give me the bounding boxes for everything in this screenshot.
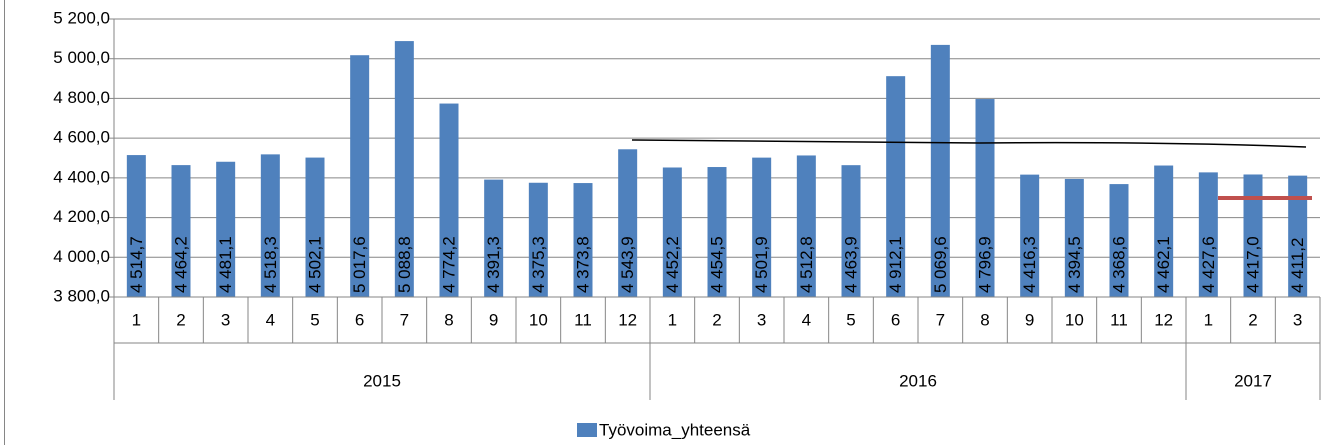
bar	[662, 167, 682, 297]
data-label: 4 463,9	[841, 236, 860, 293]
x-tick-label: 11	[574, 310, 592, 329]
bar	[260, 154, 280, 297]
y-tick-label: 4 400,0	[53, 167, 110, 186]
data-label: 4 912,1	[886, 236, 905, 293]
data-label: 4 391,3	[484, 236, 503, 293]
x-tick-label: 5	[310, 310, 319, 329]
x-tick-label: 2	[1248, 310, 1257, 329]
x-tick-label: 7	[936, 310, 945, 329]
bar	[1020, 174, 1040, 297]
bar	[171, 165, 191, 297]
x-tick-label: 7	[400, 310, 409, 329]
x-tick-label: 12	[1154, 310, 1173, 329]
x-tick-label: 9	[1025, 310, 1034, 329]
x-tick-label: 8	[980, 310, 989, 329]
data-label: 4 481,1	[216, 236, 235, 293]
plot-area: 3 800,0 4 000,0 4 200,0 4 400,0 4 600,0 4 800…	[53, 8, 1321, 439]
data-label: 4 501,9	[752, 236, 771, 293]
bar	[752, 157, 772, 297]
data-label: 4 464,2	[171, 236, 190, 293]
bar	[796, 155, 816, 297]
data-label: 4 514,7	[127, 236, 146, 293]
bar	[528, 182, 548, 297]
x-tick-label: 1	[668, 310, 677, 329]
bar	[350, 55, 370, 298]
bar	[1243, 174, 1263, 297]
y-tick-label: 5 000,0	[53, 48, 110, 67]
bar	[394, 41, 414, 297]
bar	[841, 165, 861, 297]
data-label: 4 427,6	[1199, 236, 1218, 293]
data-label: 4 502,1	[305, 236, 324, 293]
bar	[1154, 165, 1174, 297]
data-label: 4 454,5	[707, 236, 726, 293]
data-label: 4 518,3	[261, 236, 280, 293]
x-tick-label: 1	[132, 310, 141, 329]
bar	[573, 183, 593, 297]
bar	[439, 103, 459, 297]
data-label: 4 394,5	[1065, 236, 1084, 293]
x-tick-label: 3	[1293, 310, 1302, 329]
bar	[618, 149, 638, 297]
x-tick-label: 5	[846, 310, 855, 329]
x-tick-label: 8	[444, 310, 453, 329]
data-label: 5 069,6	[931, 236, 950, 293]
data-label: 4 411,2	[1288, 238, 1307, 293]
bar	[305, 157, 325, 297]
x-tick-label: 3	[757, 310, 766, 329]
data-label: 4 543,9	[618, 236, 637, 293]
legend-label: Työvoima_yhteensä	[599, 420, 751, 439]
bar	[126, 155, 146, 297]
x-tick-label: 10	[1065, 310, 1084, 329]
data-label: 4 368,6	[1109, 236, 1128, 293]
y-tick-label: 3 800,0	[53, 286, 110, 305]
bar	[1288, 175, 1308, 297]
bar	[930, 44, 950, 298]
bar	[975, 99, 995, 297]
data-label: 4 512,8	[797, 236, 816, 293]
x-tick-label: 1	[1204, 310, 1213, 329]
group-label: 2017	[1234, 371, 1272, 390]
bar	[707, 167, 727, 297]
y-tick-label: 4 800,0	[53, 88, 110, 107]
y-tick-label: 4 200,0	[53, 207, 110, 226]
legend-swatch	[577, 423, 597, 437]
x-tick-label: 6	[355, 310, 364, 329]
x-tick-label: 11	[1110, 310, 1128, 329]
data-label: 4 375,3	[529, 236, 548, 293]
bar	[1064, 178, 1084, 297]
data-label: 5 088,8	[395, 236, 414, 293]
x-tick-label: 9	[489, 310, 498, 329]
x-tick-label: 4	[266, 310, 275, 329]
y-tick-label: 4 600,0	[53, 128, 110, 147]
data-label: 4 452,2	[663, 236, 682, 293]
data-label: 4 796,9	[975, 236, 994, 293]
x-tick-label: 2	[712, 310, 721, 329]
data-label: 4 774,2	[439, 236, 458, 293]
x-tick-label: 2	[176, 310, 185, 329]
bar	[886, 76, 906, 297]
x-tick-label: 6	[891, 310, 900, 329]
group-label: 2016	[899, 371, 937, 390]
y-tick-label: 4 000,0	[53, 247, 110, 266]
data-label: 4 462,1	[1154, 236, 1173, 293]
data-label: 4 417,0	[1243, 236, 1262, 293]
data-label: 4 416,3	[1020, 236, 1039, 293]
group-label: 2015	[363, 371, 401, 390]
bar	[484, 179, 504, 297]
x-tick-label: 3	[221, 310, 230, 329]
data-label: 5 017,6	[350, 236, 369, 293]
x-tick-label: 10	[529, 310, 548, 329]
data-label: 4 373,8	[573, 236, 592, 293]
x-tick-label: 12	[618, 310, 637, 329]
annotation-line	[631, 139, 1307, 148]
bar	[216, 161, 236, 297]
y-tick-label: 5 200,0	[53, 8, 110, 27]
bar	[1198, 172, 1218, 297]
x-tick-label: 4	[802, 310, 811, 329]
bar	[1109, 184, 1129, 297]
